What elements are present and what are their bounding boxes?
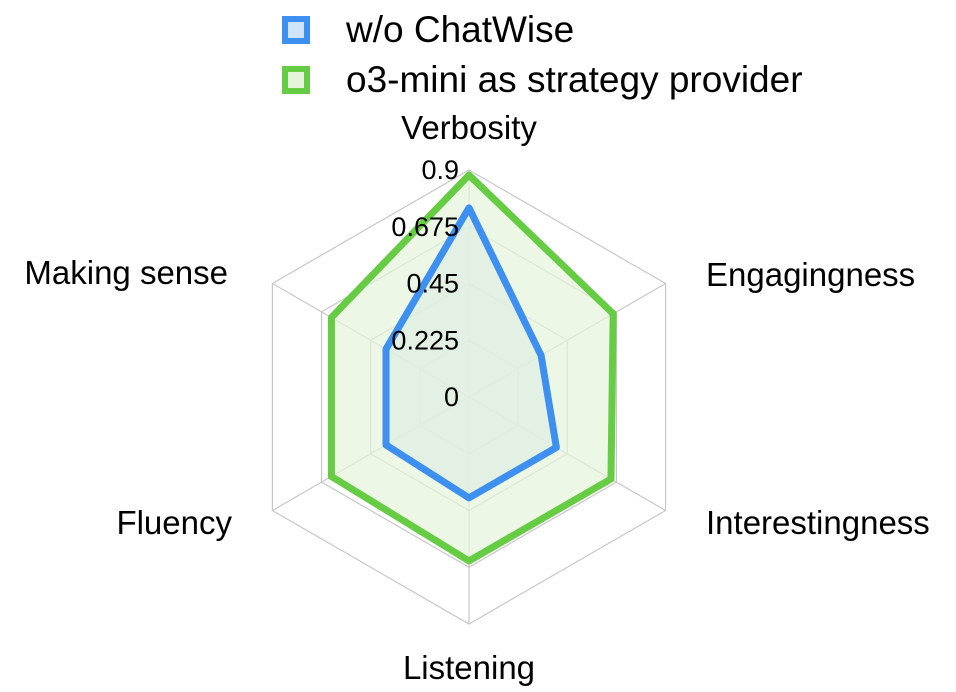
legend-swatch-o3-mini bbox=[282, 66, 310, 94]
radial-ticks: 0 0.225 0.45 0.675 0.9 bbox=[391, 155, 459, 412]
tick-label-3: 0.675 bbox=[391, 212, 459, 242]
legend-swatch-wo-chatwise bbox=[282, 16, 310, 44]
legend-item-wo-chatwise: w/o ChatWise bbox=[282, 8, 574, 52]
series-area-1 bbox=[331, 175, 614, 561]
axis-label-verbosity: Verbosity bbox=[401, 109, 537, 146]
tick-label-0: 0 bbox=[444, 382, 459, 412]
legend-label-o3-mini: o3-mini as strategy provider bbox=[346, 59, 803, 100]
radar-series bbox=[327, 171, 617, 565]
axis-labels: Verbosity Engagingness Interestingness List… bbox=[24, 109, 929, 686]
series-line-0 bbox=[382, 204, 560, 502]
legend-label-wo-chatwise: w/o ChatWise bbox=[346, 9, 575, 50]
axis-label-making-sense: Making sense bbox=[24, 254, 228, 291]
axis-label-listening: Listening bbox=[403, 649, 535, 686]
axis-label-interestingness: Interestingness bbox=[706, 504, 930, 541]
axis-label-engagingness: Engagingness bbox=[706, 256, 915, 293]
tick-label-2: 0.45 bbox=[406, 269, 459, 299]
legend-item-o3-mini: o3-mini as strategy provider bbox=[282, 58, 803, 102]
axis-label-fluency: Fluency bbox=[116, 504, 232, 541]
tick-label-4: 0.9 bbox=[421, 155, 459, 185]
legend: w/o ChatWise o3-mini as strategy provide… bbox=[282, 8, 922, 108]
series-line-1 bbox=[327, 171, 617, 565]
tick-label-1: 0.225 bbox=[391, 325, 459, 355]
